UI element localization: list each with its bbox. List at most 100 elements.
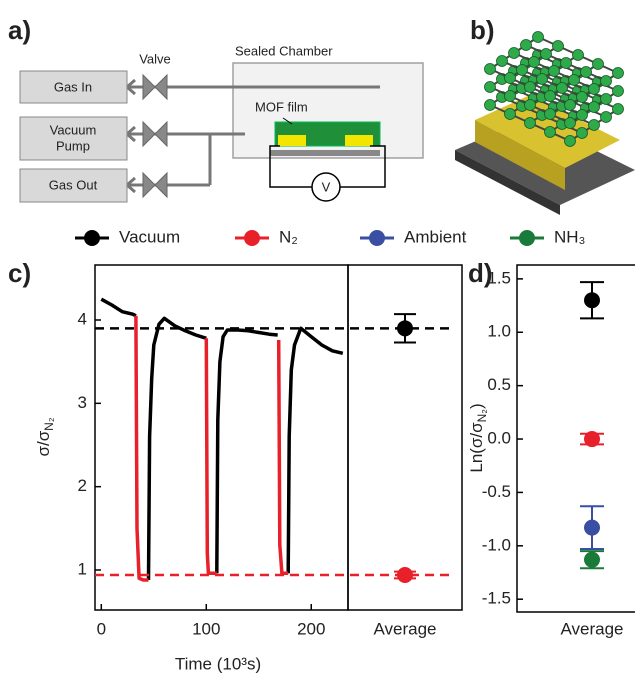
legend-marker	[84, 230, 100, 246]
atom	[589, 84, 600, 95]
atom	[485, 64, 496, 75]
atom	[577, 110, 588, 121]
atom	[525, 118, 536, 129]
atom	[525, 82, 536, 93]
atom	[565, 118, 576, 129]
atom	[533, 32, 544, 43]
atom	[601, 112, 612, 123]
atom	[593, 59, 604, 70]
atom	[553, 41, 564, 52]
y-axis-title: Ln(σ/σN₂)	[467, 403, 489, 472]
y-tick-label: 3	[78, 393, 87, 412]
legend-label: NH₃	[554, 227, 585, 246]
mof-illustration	[455, 32, 635, 216]
atom	[613, 68, 624, 79]
atom	[573, 50, 584, 61]
atom	[561, 58, 572, 69]
legend-label: Ambient	[404, 227, 467, 246]
atom	[565, 100, 576, 111]
atom	[525, 100, 536, 111]
atom	[545, 91, 556, 102]
atom	[581, 67, 592, 78]
atom	[509, 48, 520, 59]
atom	[497, 56, 508, 67]
y-tick-label: -1.0	[482, 535, 511, 554]
legend-marker	[244, 230, 260, 246]
panel-label: b)	[470, 15, 495, 45]
atom	[613, 86, 624, 97]
legend-marker	[369, 230, 385, 246]
point	[584, 292, 600, 308]
atom	[517, 65, 528, 76]
atom	[505, 109, 516, 120]
y-title-part: σ/σ	[34, 430, 53, 456]
atom	[577, 128, 588, 139]
arrowheads	[127, 80, 135, 192]
panel-label: c)	[8, 258, 31, 288]
box-label: Gas Out	[49, 177, 98, 192]
y-tick-label: -0.5	[482, 482, 511, 501]
atom	[601, 76, 612, 87]
atom	[529, 57, 540, 68]
point	[584, 431, 600, 447]
average-point	[397, 320, 413, 336]
plot-frame	[95, 265, 348, 610]
valve	[143, 122, 167, 146]
atom	[577, 92, 588, 103]
atom	[485, 100, 496, 111]
legend-label: N₂	[279, 227, 298, 246]
y-title-sub: N₂	[42, 417, 56, 431]
atom	[557, 83, 568, 94]
film-label: MOF film	[255, 99, 308, 114]
data-line	[136, 316, 288, 580]
y-tick-label: 4	[78, 309, 87, 328]
y-tick-label: 0.0	[487, 429, 511, 448]
box-label: Pump	[56, 138, 90, 153]
valve	[143, 173, 167, 197]
y-tick-label: -1.5	[482, 589, 511, 608]
panel-label: a)	[8, 15, 31, 45]
atom	[545, 109, 556, 120]
x-tick-label: 200	[297, 619, 325, 638]
atom	[505, 91, 516, 102]
atom	[565, 136, 576, 147]
substrate	[270, 150, 380, 156]
atom	[541, 49, 552, 60]
x-category: Average	[560, 619, 623, 638]
atom	[545, 127, 556, 138]
atom	[589, 102, 600, 113]
atom	[589, 120, 600, 131]
atom	[549, 66, 560, 77]
x-axis-title: Time (10³s)	[175, 654, 261, 673]
y-tick-label: 1.5	[487, 268, 511, 287]
meter-label: V	[322, 179, 331, 194]
atom	[537, 74, 548, 85]
average-point	[397, 567, 413, 583]
atom	[569, 75, 580, 86]
atom	[485, 82, 496, 93]
point	[584, 552, 600, 568]
y-tick-label: 0.5	[487, 375, 511, 394]
electrode	[345, 135, 373, 146]
x-tick-label: 0	[97, 619, 106, 638]
chamber-label: Sealed Chamber	[235, 43, 333, 58]
box-label: Vacuum	[50, 122, 97, 137]
y-axis-title: σ/σN₂	[34, 417, 56, 456]
atom	[521, 40, 532, 51]
y-tick-label: 2	[78, 476, 87, 495]
atom	[505, 73, 516, 84]
y-tick-label: 1.0	[487, 322, 511, 341]
point	[584, 520, 600, 536]
box-label: Gas In	[54, 79, 92, 94]
atom	[601, 94, 612, 105]
atom	[613, 104, 624, 115]
x-category: Average	[373, 619, 436, 638]
y-title-sub: N₂	[475, 409, 489, 423]
y-title-part: Ln(σ/σ	[467, 422, 486, 473]
figure: a) b) c) d) Gas In Vacuum Pump Gas Out V…	[0, 0, 635, 680]
y-title-part: )	[467, 403, 486, 409]
valve-label: Valve	[139, 51, 171, 66]
electrode	[278, 135, 306, 146]
legend-marker	[519, 230, 535, 246]
y-tick-label: 1	[78, 559, 87, 578]
